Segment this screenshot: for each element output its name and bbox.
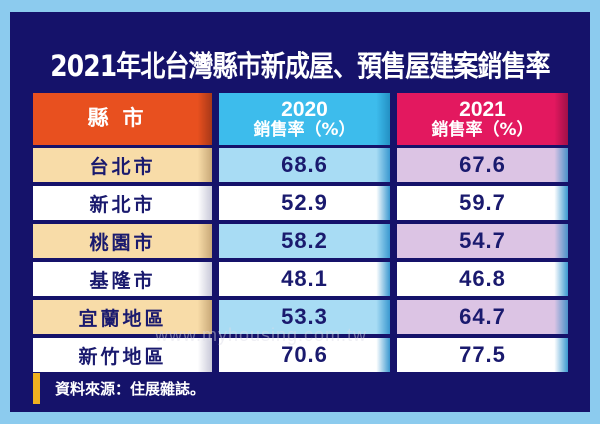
county-cell-text: 桃園市 bbox=[89, 231, 156, 254]
county-cell: 新竹地區 bbox=[33, 338, 212, 372]
rate-2020-cell: 58.2 bbox=[219, 224, 390, 258]
header-2020: 2020 銷售率（%） bbox=[219, 93, 390, 145]
rate-2020-cell: 48.1 bbox=[219, 262, 390, 296]
rate-2020-cell-text: 68.6 bbox=[281, 152, 328, 177]
header-2021-label: 銷售率（%） bbox=[431, 120, 534, 141]
source-note: 資料來源：住展雜誌。 bbox=[55, 380, 206, 398]
page-title: 2021年北台灣縣市新成屋、預售屋建案銷售率 bbox=[50, 49, 550, 83]
source-accent-bar bbox=[33, 373, 40, 404]
rate-2020-cell-text: 53.3 bbox=[281, 304, 328, 329]
rate-2020-cell-text: 52.9 bbox=[281, 190, 328, 215]
county-cell-text: 基隆市 bbox=[89, 269, 156, 292]
rate-2021-cell-text: 59.7 bbox=[459, 190, 506, 215]
rate-2020-cell: 53.3 bbox=[219, 300, 390, 334]
county-cell-text: 台北市 bbox=[89, 155, 156, 178]
rate-2020-cell-text: 58.2 bbox=[281, 228, 328, 253]
header-2021-year: 2021 bbox=[459, 98, 506, 122]
rate-2021-cell: 54.7 bbox=[397, 224, 568, 258]
rate-2020-cell-text: 48.1 bbox=[281, 266, 328, 291]
rate-2021-cell-text: 77.5 bbox=[459, 342, 506, 367]
rate-2021-cell: 67.6 bbox=[397, 148, 568, 182]
rate-2020-cell: 68.6 bbox=[219, 148, 390, 182]
rate-2021-cell: 77.5 bbox=[397, 338, 568, 372]
rate-2021-cell-text: 46.8 bbox=[459, 266, 506, 291]
header-county-label: 縣市 bbox=[87, 106, 158, 131]
county-cell: 新北市 bbox=[33, 186, 212, 220]
county-cell-text: 宜蘭地區 bbox=[78, 307, 167, 330]
header-2020-label: 銷售率（%） bbox=[253, 120, 356, 141]
header-county: 縣市 bbox=[33, 93, 212, 145]
rate-2021-cell: 64.7 bbox=[397, 300, 568, 334]
rate-2021-cell-text: 54.7 bbox=[459, 228, 506, 253]
header-2021: 2021 銷售率（%） bbox=[397, 93, 568, 145]
rate-2020-cell: 70.6 bbox=[219, 338, 390, 372]
county-cell-text: 新竹地區 bbox=[78, 345, 167, 368]
county-cell: 宜蘭地區 bbox=[33, 300, 212, 334]
rate-2021-cell-text: 67.6 bbox=[459, 152, 506, 177]
county-cell-text: 新北市 bbox=[89, 193, 156, 216]
header-2020-year: 2020 bbox=[281, 98, 328, 122]
rate-2021-cell-text: 64.7 bbox=[459, 304, 506, 329]
county-cell: 台北市 bbox=[33, 148, 212, 182]
rate-2020-cell: 52.9 bbox=[219, 186, 390, 220]
rate-2021-cell: 59.7 bbox=[397, 186, 568, 220]
rate-2020-cell-text: 70.6 bbox=[281, 342, 328, 367]
watermark: www.myhousing.com.tw bbox=[155, 325, 368, 345]
county-cell: 桃園市 bbox=[33, 224, 212, 258]
county-cell: 基隆市 bbox=[33, 262, 212, 296]
rate-2021-cell: 46.8 bbox=[397, 262, 568, 296]
